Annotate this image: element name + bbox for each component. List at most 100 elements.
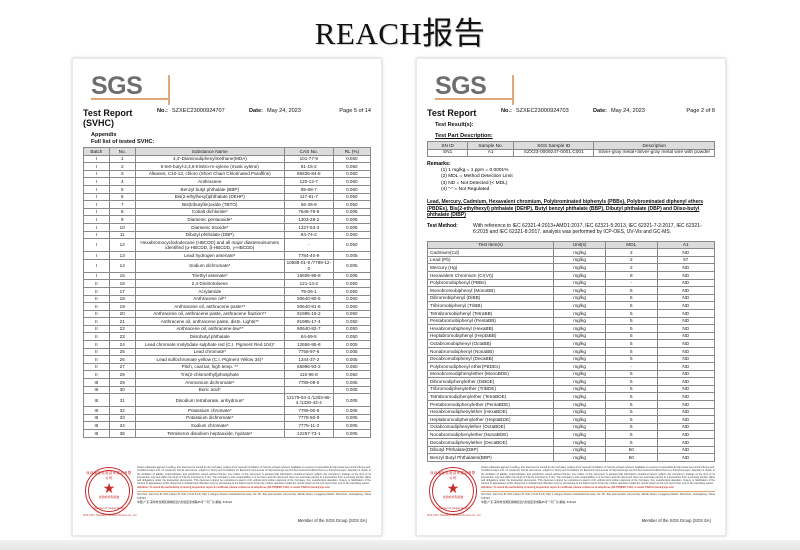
table-row: II 20 Anthracene oil, anthracene paste, an… [83,309,372,319]
res-cell: 5 [604,301,658,310]
res-cell: Tetrabromobiphenyl (TetraBB) [426,308,555,318]
table-row: I 13 Lead hydrogen arsenate* 7784-40-9 0.005 [83,251,372,260]
res-cell: 2 [604,248,658,257]
svhc-cell: Boric acid* [134,385,285,395]
svhc-cell: I [83,271,110,281]
svhc-cell: 35 [108,429,136,438]
res-cell: Polybromobiphenyl (PBBs) [426,278,555,288]
svhc-cell: I [83,238,110,253]
table-row: I 9 Diarsenic pentaoxide* 1303-28-2 0.005 [83,215,372,224]
res-cell: ND [656,286,716,295]
table-row: Decabromodiphenylether (DecaBDE) mg/kg 5 ND [426,438,716,447]
svhc-cell: 22 [108,324,136,334]
footer-address-cn-right: 中国·广东·深圳市龙岗区横岗街道六约社区新城路65号一号厂房 邮编: 51812… [481,500,576,505]
svhc-cell: 0.005 [332,421,372,430]
res-cell: mg/kg [553,263,606,272]
svhc-cell: Anthracene oil** [134,294,285,304]
svhc-cell: 23 [108,332,136,342]
svhc-cell: 0.005 [332,385,372,395]
svhc-cell: 12267-73-1 [283,429,334,438]
sgs-logo-tick [168,75,170,105]
report-date-label: Date: [249,108,263,114]
table-row: II 28 Tris(2-chloroethyl)phosphate 115-96-8… [83,370,372,380]
table-row: Monobromodiphenylether (MonoBDE) mg/kg 5 ND [426,369,716,379]
res-cell: ND [656,377,716,386]
svhc-cell: Cobalt dichloride* [134,207,285,217]
svhc-cell: 10588-01-9 /7789-12-0 [283,258,334,273]
table-row: III 32 Potassium chromate* 7789-00-6 0.005 [83,406,372,415]
table-row: III 31 Disodium tetraborate, anhydrous* 121… [83,393,372,408]
svhc-cell: 7778-50-9 [283,413,334,423]
tpd-cell: SN1 [426,148,469,158]
report-date-label-right: Date: [593,108,607,114]
table-row: Dibromodiphenylether (DiBDE) mg/kg 5 ND [426,377,716,386]
viewport-bottom-shade [0,540,800,550]
svhc-cell: 1 [108,154,136,164]
svhc-cell: III [83,421,110,430]
svhc-cell: Alkanes, C10-13, chloro (Short Chain Chl… [134,169,285,179]
svhc-cell: Bis(2-ethylhexyl)phthalate (DEHP) [134,192,285,202]
footer-right: 深圳通标标准技术服务有限公司 ★ 检验检测专用章 Inspection & Te… [427,465,715,529]
res-cell: Nonabromodiphenylether (NonaBDE) [426,430,555,440]
footer-left: 深圳通标标准技术服务有限公司 ★ 检验检测专用章 Inspection & Te… [83,465,371,529]
svhc-cell: Potassium dichromate* [134,413,285,423]
svhc-cell: 0.050 [332,324,372,334]
res-cell: ND [656,301,716,310]
svhc-cell: 121-14-2 [283,279,334,288]
sgs-logo-right: SGS [435,73,715,105]
test-method-text: With reference to IEC 62321-4:2013+AMD1:… [473,222,702,236]
table-row: Pentabromobiphenyl (PentaBB) mg/kg 5 ND [426,316,716,326]
table-row: Tribromobiphenyl (TriBB) mg/kg 5 ND [426,301,716,310]
svhc-cell: 120-12-7 [283,177,334,186]
res-cell: ND [656,415,716,424]
svhc-cell: 10 [108,222,136,232]
table-row: III 33 Potassium dichromate* 7778-50-9 0.005 [83,413,372,423]
report-date-right: Date: May 24, 2023 [593,108,667,114]
svhc-cell: 115-96-8 [283,370,334,380]
report-no-label: No.: [157,108,168,114]
table-row: Benzyl Butyl Phthalates(BBP) mg/kg 50 ND [426,453,716,462]
svhc-cell: I [83,192,110,202]
svhc-cell: 0.050 [332,230,372,240]
svhc-cell: Anthracene oil, anthracene-low** [134,324,285,334]
res-cell: 5 [604,400,658,409]
svhc-cell: 29 [108,378,136,387]
res-cell: ND [656,263,716,272]
res-cell: ND [656,384,716,394]
svhc-cell: Potassium chromate* [134,406,285,415]
svhc-cell: Lead hydrogen arsenate* [134,251,285,260]
stamp-line2: Inspection & Testing Service [92,507,126,510]
svhc-cell: 0.005 [332,340,372,349]
table-row: Tribromodiphenylether (TriBDE) mg/kg 5 ND [426,384,716,394]
footer-attention-right: Attention: To check the authenticity of … [481,485,674,489]
svhc-cell: 0.005 [332,207,372,217]
svhc-cell: 19 [108,302,136,311]
svhc-cell: 25 [108,347,136,357]
svhc-cell: 1303-28-2 [283,215,334,224]
res-cell: mg/kg [553,308,606,318]
table-row: II 19 Anthracene oil, anthracene paste** 90… [83,302,372,311]
svhc-cell: 0.050 [332,370,372,380]
footer-address-cn: 中国·广东·深圳市龙岗区横岗街道六约社区新城路65号一号厂房 邮编: 51812… [137,500,232,505]
svhc-cell: 0.005 [332,271,372,281]
svhc-cell: 0.005 [332,406,372,415]
svhc-cell: 7 [108,200,136,209]
res-cell: ND [656,422,716,432]
res-cell: Octabromodiphenylether (OctaBDE) [426,422,555,432]
svhc-cell: 6 [108,192,136,202]
res-cell: ND [656,407,716,417]
table-row: I 3 Alkanes, C10-13, chloro (Short Chain C… [83,169,372,179]
svhc-cell: I [83,169,110,179]
footer-attention: Attention: To check the authenticity of … [137,485,330,489]
svhc-cell: II [83,294,110,304]
svhc-cell: Diarsenic pentaoxide* [134,215,285,224]
res-cell: 5 [604,377,658,386]
svhc-cell: 14 [108,258,136,273]
res-cell: ND [656,278,716,288]
res-cell: Dibromodiphenylether (DiBDE) [426,377,555,386]
res-cell: mg/kg [553,248,606,257]
res-cell: mg/kg [553,438,606,447]
res-cell: Dibromobiphenyl (DiBB) [426,293,555,303]
svhc-cell: 26 [108,355,136,364]
res-cell: ND [656,430,716,440]
